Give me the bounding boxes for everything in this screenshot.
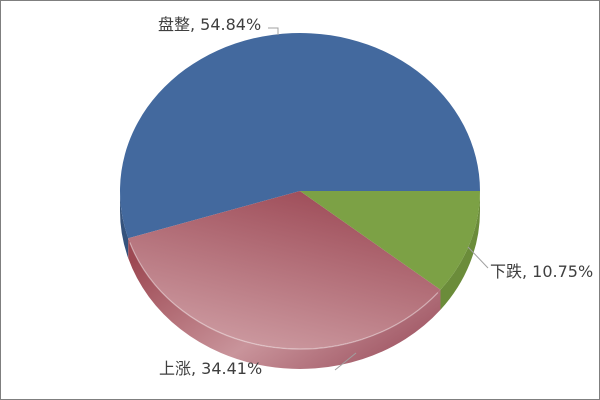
- leader-line-rise: [334, 352, 357, 371]
- pie-layer: [120, 32, 480, 370]
- pie-rim-highlight: [129, 242, 439, 350]
- pie-side-consolidation: [120, 191, 129, 259]
- pie-slice-decline: [300, 191, 480, 290]
- slice-label-rise: 上涨, 34.41%: [159, 359, 263, 378]
- pie-side-rise: [128, 238, 441, 370]
- slice-label-consolidation: 盘整, 54.84%: [158, 15, 262, 34]
- leader-line-decline: [467, 246, 489, 269]
- pie-slice-rise: [128, 191, 441, 350]
- leader-line-consolidation: [268, 27, 279, 35]
- pie-slice-consolidation: [120, 32, 480, 239]
- slice-label-decline: 下跌, 10.75%: [490, 262, 594, 281]
- pie-side-decline: [440, 191, 480, 310]
